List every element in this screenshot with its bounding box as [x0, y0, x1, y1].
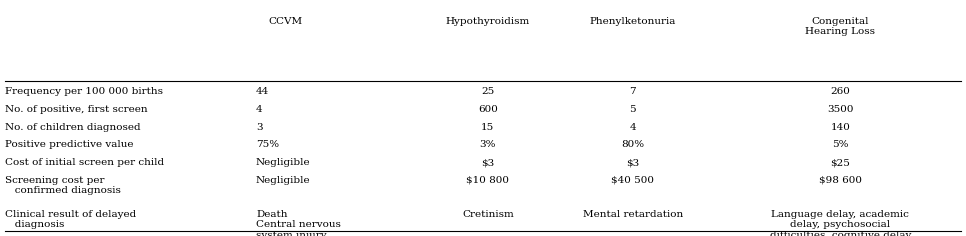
Text: 44: 44: [256, 87, 270, 96]
Text: Language delay, academic
delay, psychosocial
difficulties, cognitive delay: Language delay, academic delay, psychoso…: [770, 210, 911, 236]
Text: $40 500: $40 500: [611, 176, 654, 185]
Text: 4: 4: [256, 105, 263, 114]
Text: Clinical result of delayed
   diagnosis: Clinical result of delayed diagnosis: [5, 210, 136, 229]
Text: Negligible: Negligible: [256, 158, 311, 167]
Text: $25: $25: [831, 158, 850, 167]
Text: Cost of initial screen per child: Cost of initial screen per child: [5, 158, 164, 167]
Text: 5%: 5%: [832, 140, 849, 149]
Text: Negligible: Negligible: [256, 176, 311, 185]
Text: $98 600: $98 600: [819, 176, 862, 185]
Text: 3%: 3%: [479, 140, 497, 149]
Text: 4: 4: [630, 123, 636, 132]
Text: 600: 600: [478, 105, 497, 114]
Text: 75%: 75%: [256, 140, 279, 149]
Text: 15: 15: [481, 123, 495, 132]
Text: 3: 3: [256, 123, 263, 132]
Text: 260: 260: [831, 87, 850, 96]
Text: Screening cost per
   confirmed diagnosis: Screening cost per confirmed diagnosis: [5, 176, 121, 195]
Text: CCVM: CCVM: [268, 17, 302, 25]
Text: 5: 5: [630, 105, 636, 114]
Text: Hypothyroidism: Hypothyroidism: [445, 17, 530, 25]
Text: Cretinism: Cretinism: [462, 210, 514, 219]
Text: 80%: 80%: [621, 140, 644, 149]
Text: 140: 140: [831, 123, 850, 132]
Text: Death
Central nervous
system injury: Death Central nervous system injury: [256, 210, 341, 236]
Text: 25: 25: [481, 87, 495, 96]
Text: Phenylketonuria: Phenylketonuria: [589, 17, 676, 25]
Text: Positive predictive value: Positive predictive value: [5, 140, 133, 149]
Text: Frequency per 100 000 births: Frequency per 100 000 births: [5, 87, 163, 96]
Text: No. of children diagnosed: No. of children diagnosed: [5, 123, 140, 132]
Text: $3: $3: [626, 158, 639, 167]
Text: 3500: 3500: [827, 105, 854, 114]
Text: $3: $3: [481, 158, 495, 167]
Text: 7: 7: [630, 87, 636, 96]
Text: Mental retardation: Mental retardation: [582, 210, 683, 219]
Text: Congenital
Hearing Loss: Congenital Hearing Loss: [806, 17, 875, 36]
Text: No. of positive, first screen: No. of positive, first screen: [5, 105, 148, 114]
Text: $10 800: $10 800: [467, 176, 509, 185]
